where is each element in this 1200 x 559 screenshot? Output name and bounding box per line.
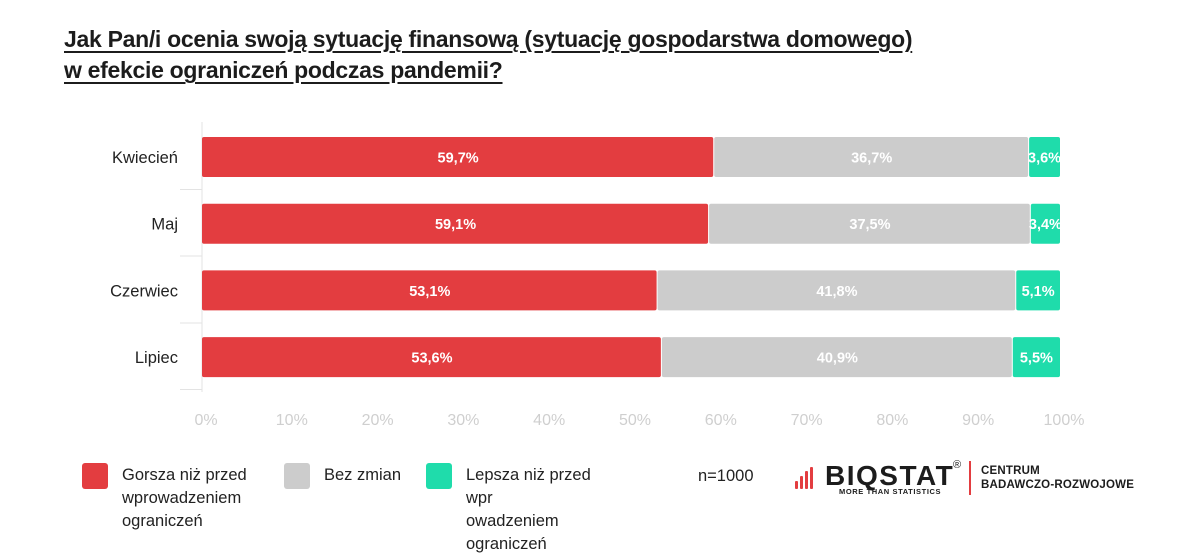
bar-better xyxy=(1016,270,1060,311)
logo-bars-icon xyxy=(795,467,819,489)
bar-label-worse: 53,6% xyxy=(411,351,452,367)
category-label: Czerwiec xyxy=(110,282,178,300)
category-label: Maj xyxy=(151,216,178,234)
legend-label-worse: Gorsza niż przed wprowadzeniem ogranicze… xyxy=(122,466,247,530)
sample-size-note: n=1000 xyxy=(698,467,754,485)
legend-label-better: Lepsza niż przed wpr owadzeniem ogranicz… xyxy=(466,466,591,553)
bar-better xyxy=(1029,137,1060,177)
bar-worse xyxy=(202,203,709,244)
logo-name: BIQSTAT xyxy=(825,460,955,491)
legend-swatch-worse xyxy=(82,463,108,489)
logo-registered-mark: ® xyxy=(953,459,962,471)
bar-label-better: 5,5% xyxy=(1020,351,1053,367)
legend-swatch-better xyxy=(426,463,452,489)
x-tick-label: 30% xyxy=(447,412,479,429)
bar-label-unchanged: 41,8% xyxy=(816,284,857,300)
bar-label-unchanged: 36,7% xyxy=(851,151,892,167)
x-tick-label: 100% xyxy=(1044,412,1085,429)
logo-divider xyxy=(969,461,971,495)
bar-better xyxy=(1030,203,1060,244)
x-tick-label: 10% xyxy=(276,412,308,429)
x-tick-label: 80% xyxy=(876,412,908,429)
bar-worse xyxy=(202,337,661,378)
category-label: Lipiec xyxy=(135,349,178,367)
bar-label-unchanged: 37,5% xyxy=(849,217,890,233)
x-tick-label: 90% xyxy=(962,412,994,429)
bar-unchanged xyxy=(714,137,1029,177)
bar-worse xyxy=(202,137,714,177)
legend-swatch-unchanged xyxy=(284,463,310,489)
bar-label-better: 3,4% xyxy=(1029,217,1062,233)
x-tick-label: 50% xyxy=(619,412,651,429)
category-label: Kwiecień xyxy=(112,149,178,167)
bar-label-better: 5,1% xyxy=(1022,284,1055,300)
chart-title: Jak Pan/i ocenia swoją sytuację finansow… xyxy=(64,24,1064,86)
bar-unchanged xyxy=(657,270,1016,311)
chart-title-line-1: Jak Pan/i ocenia swoją sytuację finansow… xyxy=(64,26,913,52)
logo-tagline: MORE THAN STATISTICS xyxy=(839,487,942,496)
bar-unchanged xyxy=(661,337,1012,378)
chart-title-line-2: w efekcie ograniczeń podczas pandemii? xyxy=(64,57,503,83)
x-tick-label: 40% xyxy=(533,412,565,429)
legend-item-worse: Gorsza niż przed wprowadzeniem ogranicze… xyxy=(82,463,247,533)
x-tick-label: 20% xyxy=(362,412,394,429)
bar-label-worse: 53,1% xyxy=(409,284,450,300)
bar-label-worse: 59,1% xyxy=(435,217,476,233)
bar-worse xyxy=(202,270,657,311)
logo-department: CENTRUM BADAWCZO-ROZWOJOWE xyxy=(981,465,1135,491)
bar-label-better: 3,6% xyxy=(1028,151,1061,167)
bar-unchanged xyxy=(709,203,1030,244)
x-tick-label: 0% xyxy=(194,412,217,429)
x-tick-label: 60% xyxy=(705,412,737,429)
legend-item-better: Lepsza niż przed wpr owadzeniem ogranicz… xyxy=(426,463,591,556)
stacked-bar-chart: Kwiecień 59,7% 36,7% 3,6% Maj 59,1% 37,5% 3,4% C… xyxy=(110,122,1085,429)
bar-label-worse: 59,7% xyxy=(438,151,479,167)
bar-better xyxy=(1012,337,1060,378)
biqstat-logo: BIQSTAT ® MORE THAN STATISTICS CENTRUM B… xyxy=(795,459,1135,501)
legend-item-unchanged: Bez zmian xyxy=(284,463,401,489)
legend-label-unchanged: Bez zmian xyxy=(324,466,402,484)
bar-label-unchanged: 40,9% xyxy=(817,351,858,367)
x-tick-label: 70% xyxy=(791,412,823,429)
